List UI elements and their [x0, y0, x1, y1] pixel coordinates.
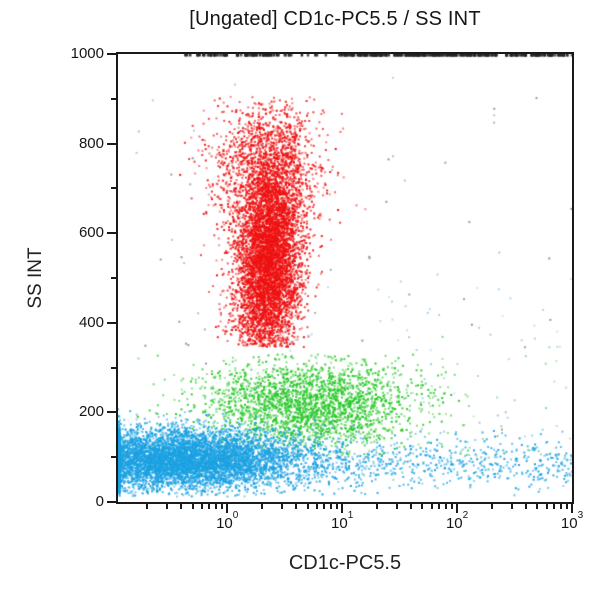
chart-title: [Ungated] CD1c-PC5.5 / SS INT: [189, 8, 481, 30]
x-minor-tick: [444, 504, 447, 509]
x-minor-tick: [281, 504, 284, 509]
y-tick-label: 1000: [70, 45, 104, 62]
x-major-tick: [456, 504, 459, 513]
x-major-tick: [226, 504, 229, 513]
scatter-dots-canvas: [118, 54, 572, 502]
x-minor-tick: [180, 504, 183, 509]
x-minor-tick: [553, 504, 556, 509]
x-tick-label: 100: [216, 510, 239, 532]
x-minor-tick: [315, 504, 318, 509]
x-minor-tick: [450, 504, 453, 509]
y-tick-label: 800: [78, 134, 104, 152]
x-minor-tick: [260, 504, 263, 509]
x-minor-tick: [323, 504, 326, 509]
y-major-tick: [107, 411, 116, 414]
y-axis-title: SS INT: [25, 247, 46, 309]
x-minor-tick: [200, 504, 203, 509]
x-minor-tick: [166, 504, 169, 509]
x-minor-tick: [559, 504, 562, 509]
x-minor-tick: [490, 504, 493, 509]
x-major-tick: [571, 504, 573, 513]
y-major-tick: [107, 142, 116, 145]
x-minor-tick: [410, 504, 413, 509]
y-minor-tick: [111, 187, 116, 190]
x-minor-tick: [375, 504, 378, 509]
y-tick-label: 200: [78, 403, 104, 421]
y-minor-tick: [111, 97, 116, 100]
x-minor-tick: [525, 504, 528, 509]
y-minor-tick: [111, 456, 116, 459]
y-minor-tick: [111, 366, 116, 369]
x-minor-tick: [395, 504, 398, 509]
y-major-tick: [107, 232, 116, 235]
x-minor-tick: [220, 504, 223, 509]
y-major-tick: [107, 53, 116, 55]
y-tick-label: 400: [78, 313, 104, 331]
x-minor-tick: [430, 504, 433, 509]
y-major-tick: [107, 501, 116, 503]
x-minor-tick: [215, 504, 218, 509]
x-minor-tick: [421, 504, 424, 509]
plot-area: [116, 52, 574, 504]
x-minor-tick: [335, 504, 338, 509]
y-minor-tick: [111, 277, 116, 279]
y-tick-label: 0: [95, 493, 104, 510]
x-minor-tick: [536, 504, 539, 509]
x-minor-tick: [306, 504, 309, 509]
y-major-tick: [107, 321, 116, 324]
x-minor-tick: [438, 504, 441, 509]
x-major-tick: [341, 504, 344, 513]
x-minor-tick: [329, 504, 332, 509]
y-tick-label: 600: [78, 224, 104, 242]
x-minor-tick: [145, 504, 148, 509]
x-tick-label: 103: [560, 510, 584, 532]
x-minor-tick: [191, 504, 194, 509]
x-axis-title: CD1c-PC5.5: [288, 552, 402, 574]
x-minor-tick: [510, 504, 513, 509]
x-tick-label: 102: [445, 510, 469, 532]
x-minor-tick: [565, 504, 568, 509]
x-minor-tick: [295, 504, 298, 509]
x-tick-label: 101: [331, 510, 354, 532]
x-minor-tick: [208, 504, 211, 509]
x-minor-tick: [545, 504, 548, 509]
